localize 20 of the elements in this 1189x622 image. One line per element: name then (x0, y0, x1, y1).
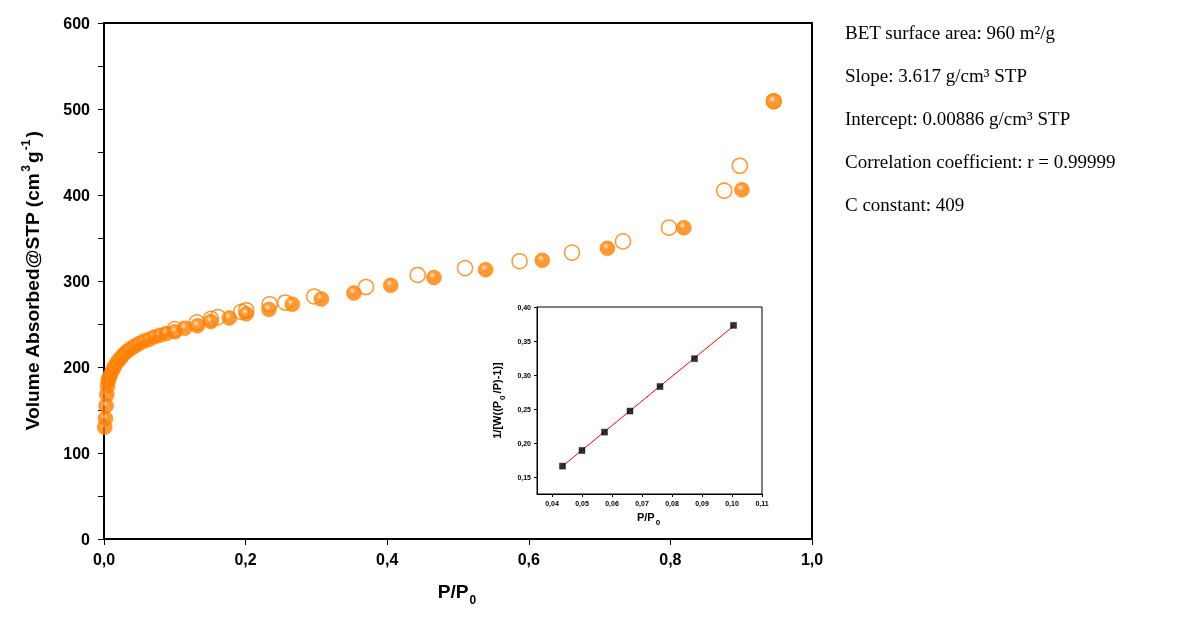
y-tick-label: 200 (63, 358, 91, 376)
text: Slope: 3.617 g/cm³ STP (845, 65, 1028, 88)
text: BET surface area: 960 m²/g (845, 22, 1057, 45)
y-tick-label: 600 (63, 14, 91, 32)
x-tick-label: 0,4 (376, 550, 399, 568)
y-tick-label: 100 (63, 444, 91, 462)
y-axis-title: Volume Absorbed@STP (cm3g-1) (19, 131, 43, 431)
y-tick-label: 300 (63, 272, 91, 290)
x-tick-label: 0,6 (517, 550, 541, 568)
x-tick-label: 0,2 (234, 550, 257, 568)
y-tick-label: 0 (81, 530, 91, 548)
y-axis-title: 1/[W((P0/P)-1)] (491, 361, 507, 439)
x-tick-label: 0,0 (92, 550, 116, 568)
text: Correlation coefficient: r = 0.99999 (845, 151, 1117, 174)
y-tick-label: 500 (63, 100, 91, 118)
x-tick-label: 0,8 (659, 550, 682, 568)
text: Intercept: 0.00886 g/cm³ STP (845, 108, 1072, 131)
text: C constant: 409 (845, 194, 966, 217)
x-tick-label: 1,0 (800, 550, 824, 568)
y-tick-label: 400 (63, 186, 91, 204)
